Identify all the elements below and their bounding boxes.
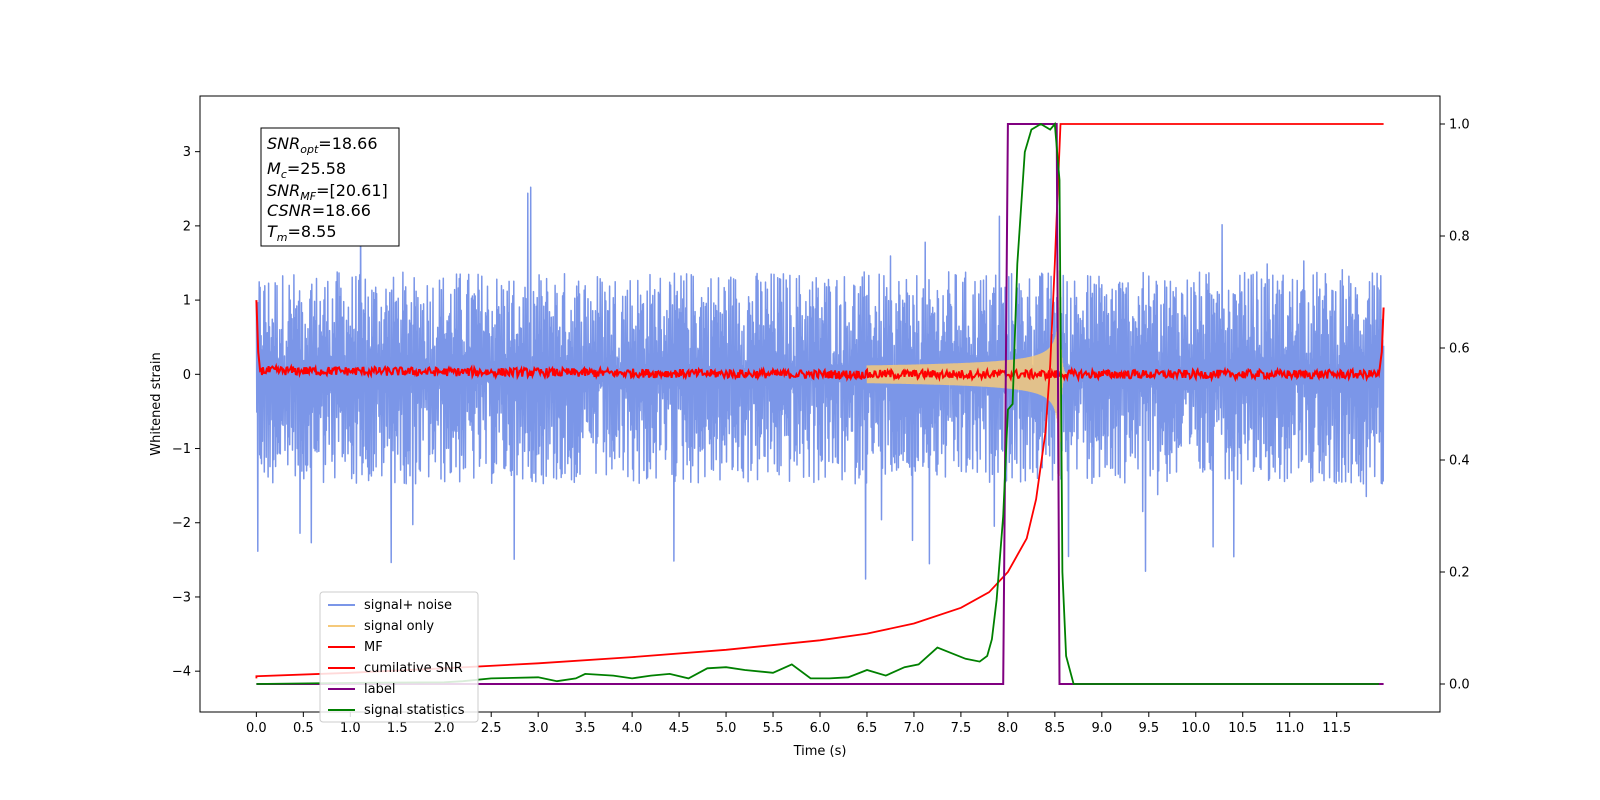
legend-label: signal only [364, 619, 434, 634]
legend-label: label [364, 682, 395, 697]
legend-label: signal+ noise [364, 598, 452, 613]
info-snr-mf: SNRMF=[20.61] [267, 181, 388, 203]
info-box: SNRopt=18.66 Mc=25.58 SNRMF=[20.61] CSNR… [260, 127, 400, 247]
x-tick-label: 4.5 [669, 721, 690, 736]
info-snr-opt: SNRopt=18.66 [267, 134, 378, 156]
y-axis-left: −4 −3 −2 −1 0 1 2 3 [172, 145, 200, 680]
x-tick-label: 5.5 [763, 721, 784, 736]
y-tick-label: 1 [183, 294, 191, 309]
y-tick-label: −4 [172, 665, 191, 680]
x-tick-label: 11.0 [1275, 721, 1304, 736]
x-tick-label: 0.0 [246, 721, 267, 736]
x-tick-label: 1.0 [340, 721, 361, 736]
y-axis-label: Whitened strain [149, 352, 164, 455]
y-tick-label: 0 [183, 368, 191, 383]
legend-frame [319, 591, 479, 723]
x-tick-label: 11.5 [1322, 721, 1351, 736]
series-signal-plus-noise [255, 186, 1385, 580]
legend-label: signal statistics [364, 703, 465, 718]
info-csnr: CSNR=18.66 [267, 201, 371, 220]
x-tick-label: 2.0 [434, 721, 455, 736]
x-tick-label: 3.0 [528, 721, 549, 736]
x-tick-label: 4.0 [622, 721, 643, 736]
x-tick-label: 8.0 [998, 721, 1019, 736]
y2-tick-label: 0.0 [1449, 678, 1470, 693]
y-tick-label: −2 [172, 516, 191, 531]
series-signal-statistics [256, 121, 1379, 685]
series-signal-only [866, 270, 1067, 476]
x-tick-label: 8.5 [1045, 721, 1066, 736]
y2-tick-label: 0.2 [1449, 566, 1470, 581]
y2-tick-label: 0.6 [1449, 342, 1470, 357]
x-axis: 0.0 0.5 1.0 1.5 2.0 2.5 3.0 3.5 4.0 4.5 5.0 5.5 6.0 6… [246, 712, 1351, 736]
y2-tick-label: 1.0 [1449, 118, 1470, 133]
y-tick-label: 2 [183, 219, 191, 234]
x-tick-label: 2.5 [481, 721, 502, 736]
x-tick-label: 5.0 [716, 721, 737, 736]
x-tick-label: 6.5 [857, 721, 878, 736]
x-tick-label: 1.5 [387, 721, 408, 736]
y-tick-label: 3 [183, 145, 191, 160]
y-axis-right: 0.0 0.2 0.4 0.6 0.8 1.0 [1440, 118, 1470, 693]
series-mf [255, 300, 1385, 383]
x-tick-label: 0.5 [293, 721, 314, 736]
legend-label: cumilative SNR [364, 661, 463, 676]
legend: signal+ noise signal only MF cumilative SNR… [319, 591, 479, 723]
y2-tick-label: 0.4 [1449, 454, 1470, 469]
info-mc: Mc=25.58 [267, 159, 346, 181]
x-tick-label: 7.5 [951, 721, 972, 736]
info-box-frame [260, 127, 400, 247]
y-tick-label: −3 [172, 590, 191, 605]
y-tick-label: −1 [172, 442, 191, 457]
x-axis-label: Time (s) [793, 744, 847, 759]
x-tick-label: 3.5 [575, 721, 596, 736]
x-tick-label: 6.0 [810, 721, 831, 736]
x-tick-label: 7.0 [904, 721, 925, 736]
x-tick-label: 9.0 [1091, 721, 1112, 736]
info-tm: Tm=8.55 [267, 222, 337, 244]
x-tick-label: 10.0 [1181, 721, 1210, 736]
x-tick-label: 10.5 [1228, 721, 1257, 736]
y2-tick-label: 0.8 [1449, 230, 1470, 245]
x-tick-label: 9.5 [1138, 721, 1159, 736]
legend-label: MF [364, 640, 383, 655]
